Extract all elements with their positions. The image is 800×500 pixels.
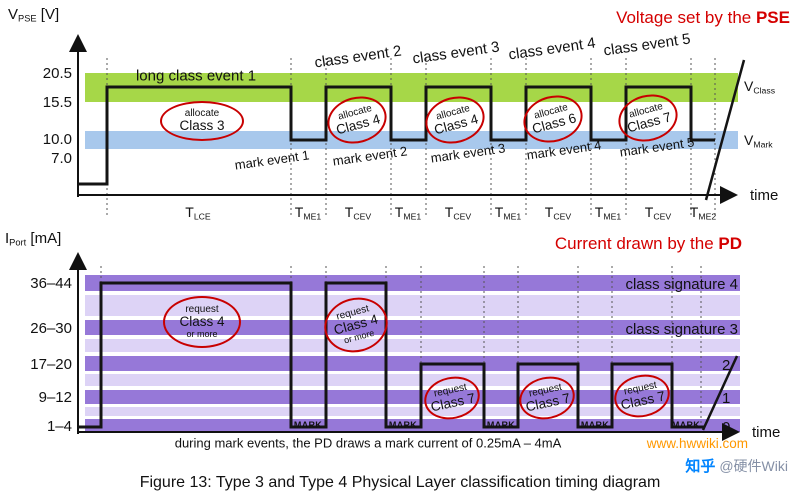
voltage-title-prefix: Voltage set by the bbox=[616, 8, 756, 27]
allocate-class-3-ellipse: allocate Class 3 bbox=[160, 101, 244, 141]
current-signature-bands-dark bbox=[85, 275, 740, 432]
time-label-tlce: TLCE bbox=[185, 204, 211, 222]
zhihu-logo-text: 知乎 bbox=[685, 458, 716, 475]
mark-current-label: MARK bbox=[580, 420, 610, 430]
class-signature-1-label: 1 bbox=[722, 390, 731, 407]
current-axis-label: IPort [mA] bbox=[5, 230, 61, 248]
i-tick-26-30: 26–30 bbox=[30, 320, 72, 337]
voltage-axis-sub: PSE bbox=[18, 13, 37, 24]
pse-voltage-waveform bbox=[78, 85, 715, 186]
i-tick-17-20: 17–20 bbox=[30, 356, 72, 373]
request-label: request bbox=[185, 303, 219, 315]
voltage-chart-title: Voltage set by the PSE bbox=[616, 8, 790, 28]
current-title-prefix: Current drawn by the bbox=[554, 234, 719, 253]
figure-caption: Figure 13: Type 3 and Type 4 Physical La… bbox=[139, 474, 661, 491]
current-title-pd: PD bbox=[718, 234, 742, 253]
current-chart-title: Current drawn by the PD bbox=[555, 234, 742, 254]
class-signature-3-label: class signature 3 bbox=[625, 321, 738, 338]
class-signature-0-label: 0 bbox=[722, 419, 731, 436]
current-axis-unit: [mA] bbox=[26, 230, 62, 247]
current-axis-sub: Port bbox=[9, 237, 27, 248]
time-label-tme2: TME2 bbox=[689, 204, 717, 222]
class-signature-4-label: class signature 4 bbox=[625, 276, 738, 293]
time-label-tcev: TCEV bbox=[544, 204, 572, 222]
allocate-class: Class 3 bbox=[179, 118, 225, 134]
i-tick-1-4: 1–4 bbox=[46, 418, 72, 435]
i-tick-9-12: 9–12 bbox=[38, 389, 72, 406]
time-label-tme1: TME1 bbox=[294, 204, 322, 222]
time-label-tcev: TCEV bbox=[444, 204, 472, 222]
current-axis-symbol: I bbox=[5, 230, 10, 247]
v-tick-20-5: 20.5 bbox=[42, 65, 72, 82]
v-class-level-label: VClass bbox=[744, 78, 776, 96]
mark-current-note: during mark events, the PD draws a mark … bbox=[174, 435, 562, 451]
mark-current-label: MARK bbox=[388, 420, 418, 430]
voltage-axis-label: VPSE [V] bbox=[8, 6, 59, 24]
top-time-axis-label: time bbox=[750, 187, 779, 204]
time-label-tcev: TCEV bbox=[344, 204, 372, 222]
top-gridlines bbox=[106, 58, 716, 216]
class-event-1-label: long class event 1 bbox=[135, 67, 257, 85]
v-tick-15-5: 15.5 bbox=[42, 94, 72, 111]
zhihu-username: @硬件Wiki bbox=[719, 458, 788, 474]
time-label-tme1: TME1 bbox=[494, 204, 522, 222]
request-class-4-ellipse: request Class 4 or more bbox=[163, 296, 241, 348]
current-signature-bands-light bbox=[85, 295, 740, 416]
time-label-tcev: TCEV bbox=[644, 204, 672, 222]
mark-current-label: MARK bbox=[486, 420, 516, 430]
zhihu-watermark: 知乎 @硬件Wiki bbox=[685, 455, 788, 476]
bottom-time-axis-label: time bbox=[752, 424, 781, 441]
v-tick-10-0: 10.0 bbox=[42, 131, 72, 148]
v-tick-7-0: 7.0 bbox=[51, 150, 72, 167]
request-or-more: or more bbox=[186, 328, 218, 339]
v-mark-level-label: VMark bbox=[744, 132, 773, 150]
allocate-label: allocate bbox=[184, 107, 220, 119]
time-label-tme1: TME1 bbox=[594, 204, 622, 222]
current-ramp-line bbox=[701, 355, 739, 431]
voltage-axis-unit: [V] bbox=[36, 6, 60, 23]
pd-current-waveform bbox=[78, 281, 704, 429]
voltage-ramp-line bbox=[704, 59, 746, 201]
hwwiki-link[interactable]: www.hwwiki.com bbox=[646, 436, 748, 451]
mark-current-label: MARK bbox=[671, 420, 701, 430]
time-label-tme1: TME1 bbox=[394, 204, 422, 222]
voltage-axis-symbol: V bbox=[8, 6, 19, 23]
mark-current-label: MARK bbox=[293, 420, 323, 430]
i-tick-36-44: 36–44 bbox=[30, 275, 72, 292]
class-signature-2-label: 2 bbox=[722, 357, 731, 374]
axes bbox=[69, 34, 740, 441]
request-class: Class 4 bbox=[179, 314, 225, 330]
voltage-title-pse: PSE bbox=[755, 8, 790, 27]
